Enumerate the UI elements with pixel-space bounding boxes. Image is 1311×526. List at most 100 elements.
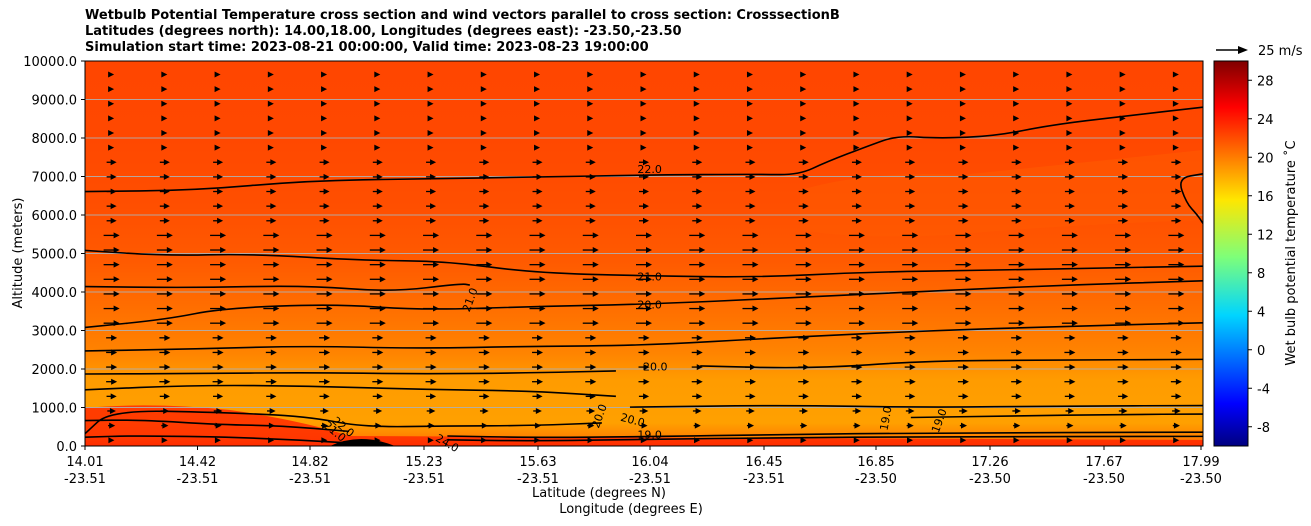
wind-vector	[532, 217, 543, 224]
wind-vector-head	[1013, 86, 1020, 93]
wind-vector	[693, 86, 700, 93]
wind-vector-head	[1173, 422, 1180, 429]
wind-vector	[905, 203, 916, 210]
wind-vector	[159, 203, 170, 210]
wind-vector-head	[959, 71, 966, 78]
wind-vector-head	[321, 71, 328, 78]
wind-vector-head	[590, 349, 597, 356]
contour-line	[85, 322, 1203, 352]
wind-vector	[959, 129, 966, 136]
y-tick-label: 1000.0	[32, 402, 78, 417]
wind-vector	[1013, 86, 1020, 93]
wind-vector	[800, 422, 808, 429]
wind-vector	[480, 71, 487, 78]
wind-vector-head	[912, 320, 919, 327]
wind-vector	[1066, 115, 1073, 122]
wind-vector-head	[802, 217, 809, 224]
wind-vector	[1008, 261, 1025, 268]
wind-vector	[795, 320, 812, 327]
wind-vector	[798, 393, 809, 400]
wind-vector	[1170, 364, 1182, 371]
wind-vector-head	[855, 173, 862, 180]
contour-lines	[85, 106, 1203, 444]
wind-vector	[848, 232, 865, 239]
wind-vector	[746, 86, 753, 93]
contour-label: 20.0	[637, 298, 662, 311]
wind-vector	[1013, 71, 1020, 78]
quiver-key: 25 m/s	[1216, 44, 1303, 59]
wind-vector-head	[853, 71, 860, 78]
wind-vector-head	[1178, 232, 1185, 239]
wind-vector	[534, 100, 541, 107]
wind-vector	[426, 217, 437, 224]
wind-vector	[263, 320, 280, 327]
wind-vector-head	[1018, 290, 1025, 297]
wind-vector	[904, 378, 916, 385]
wind-vector	[214, 86, 221, 93]
wind-vector	[214, 437, 221, 444]
wind-vector-head	[270, 378, 277, 385]
wind-vector-head	[486, 290, 493, 297]
wind-vector-head	[1066, 71, 1073, 78]
wind-vector-head	[643, 378, 650, 385]
wind-vector	[1064, 334, 1076, 341]
wind-vector	[1011, 349, 1023, 356]
wind-vector	[423, 232, 440, 239]
wind-vector	[425, 349, 437, 356]
x-tick-label-longitude: -23.50	[855, 472, 897, 487]
wind-vector	[159, 173, 170, 180]
wind-vector-head	[534, 144, 541, 151]
contour-line	[85, 249, 1203, 278]
contour-label: 22.0	[637, 163, 662, 176]
wind-vector-head	[1071, 290, 1078, 297]
wind-vector	[108, 100, 115, 107]
wind-vector-head	[323, 393, 330, 400]
wind-vector	[319, 364, 331, 371]
wind-vector-head	[909, 173, 916, 180]
wind-vector-head	[321, 115, 328, 122]
wind-vector-head	[746, 86, 753, 93]
wind-vector	[476, 232, 493, 239]
wind-vector	[848, 247, 865, 254]
wind-vector-head	[802, 173, 809, 180]
wind-vector-head	[1119, 144, 1126, 151]
x-tick-label-longitude: -23.51	[289, 472, 331, 487]
wind-vector	[585, 217, 596, 224]
wind-vector	[372, 393, 383, 400]
colorbar-tick-label: 24	[1257, 113, 1274, 128]
wind-vector	[319, 217, 330, 224]
colorbar-tick-label: 20	[1257, 151, 1274, 166]
quiver-key-arrowhead	[1238, 46, 1248, 54]
wind-vector-head	[906, 129, 913, 136]
wind-vector	[955, 232, 972, 239]
wind-vector-head	[270, 188, 277, 195]
contour-line	[85, 435, 350, 444]
wind-vector-head	[427, 129, 434, 136]
wind-vector	[582, 305, 599, 312]
wind-vector-head	[1018, 232, 1025, 239]
wind-vector-head	[746, 71, 753, 78]
wind-vector	[1118, 407, 1128, 414]
wind-vector-head	[214, 144, 221, 151]
wind-vector-head	[858, 247, 865, 254]
wind-vector	[689, 290, 706, 297]
wind-vector-head	[1066, 86, 1073, 93]
wind-vector	[585, 203, 596, 210]
wind-vector	[427, 86, 434, 93]
wind-vector-head	[696, 203, 703, 210]
y-tick-label: 5000.0	[32, 248, 78, 263]
wind-vector	[374, 71, 381, 78]
wind-vector	[159, 378, 171, 385]
wind-vector	[479, 393, 490, 400]
x-tick-label-longitude: -23.51	[517, 472, 559, 487]
wind-vector-head	[749, 203, 756, 210]
wind-vector-head	[699, 261, 706, 268]
wind-vector-head	[430, 188, 437, 195]
wind-vector-head	[752, 232, 759, 239]
wind-vector-head	[1016, 364, 1023, 371]
wind-vector-head	[214, 115, 221, 122]
contour-line	[629, 404, 1203, 408]
wind-vector	[161, 144, 168, 151]
wind-vector	[106, 334, 118, 341]
contour-label: 20.0	[643, 361, 668, 374]
